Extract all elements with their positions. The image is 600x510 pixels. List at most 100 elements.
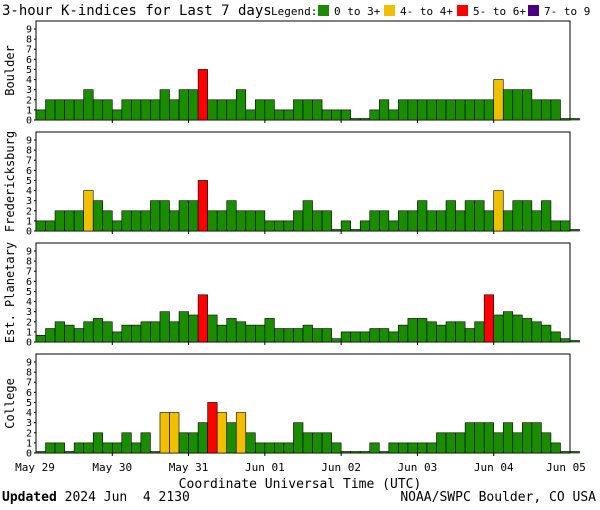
- bar: [35, 109, 46, 121]
- bar: [216, 99, 228, 121]
- bar: [569, 451, 580, 454]
- bar: [245, 109, 256, 121]
- bar: [331, 109, 342, 121]
- bar: [54, 210, 65, 232]
- bar: [321, 109, 332, 121]
- bar: [235, 321, 247, 343]
- bar: [45, 328, 56, 343]
- bar: [483, 422, 495, 454]
- bar: [455, 321, 466, 343]
- bar: [407, 318, 418, 343]
- x-axis: May 29 May 30 May 31 Jun 01 Jun 02 Jun 03 Jun …: [15, 461, 586, 474]
- bar: [264, 99, 275, 121]
- bar: [550, 220, 561, 232]
- bar: [541, 324, 552, 343]
- bar: [560, 118, 571, 121]
- bar: [111, 220, 123, 232]
- bar: [245, 324, 256, 343]
- bar: [378, 451, 390, 454]
- credit-text: NOAA/SWPC Boulder, CO USA: [400, 490, 596, 505]
- bar: [178, 89, 189, 121]
- bar: [531, 210, 542, 232]
- legend-entry: 0 to 3+: [334, 5, 381, 18]
- y-tick-label: 0: [26, 116, 32, 127]
- y-tick-label: 9: [26, 25, 32, 36]
- bar: [92, 99, 104, 121]
- y-tick-label: 1: [26, 105, 32, 116]
- bar: [560, 220, 571, 232]
- x-axis-label: Coordinate Universal Time (UTC): [179, 477, 422, 490]
- bar: [321, 432, 332, 454]
- bar: [150, 451, 161, 454]
- bar: [340, 109, 351, 121]
- bar: [226, 200, 237, 232]
- bar: [64, 210, 75, 232]
- bar: [474, 99, 485, 121]
- bar: [35, 451, 46, 454]
- bar: [83, 442, 94, 454]
- bar: [445, 99, 456, 121]
- bar: [255, 99, 266, 121]
- bar: [169, 321, 180, 343]
- bar: [550, 331, 561, 343]
- bar: [121, 324, 132, 343]
- bar: [350, 331, 361, 343]
- updated-line: Updated 2024 Jun 4 2130: [2, 490, 190, 505]
- legend-swatch: [528, 5, 539, 16]
- y-tick-label: 2: [26, 206, 32, 217]
- bar: [359, 118, 371, 121]
- bar: [426, 442, 437, 454]
- bar: [73, 328, 84, 343]
- updated-value: 2024 Jun 4 2130: [56, 490, 190, 505]
- y-tick-label: 8: [26, 146, 32, 157]
- bar: [140, 432, 151, 454]
- bar: [541, 432, 552, 454]
- k-index-chart: 3-hour K-indices for Last 7 days Legend:…: [2, 3, 590, 490]
- bar: [45, 220, 56, 232]
- bar: [207, 314, 218, 343]
- bar: [398, 99, 409, 121]
- bar: [436, 99, 447, 121]
- bar: [560, 451, 571, 454]
- panel-title: Est. Planetary: [3, 242, 17, 343]
- bar: [216, 324, 228, 343]
- bar: [522, 318, 533, 343]
- bar: [312, 432, 323, 454]
- bar: [445, 432, 456, 454]
- legend-label: Legend:: [271, 5, 317, 18]
- bar: [331, 442, 342, 454]
- bar: [235, 210, 247, 232]
- y-tick-label: 7: [26, 267, 32, 278]
- bar: [169, 412, 180, 454]
- bar: [550, 99, 561, 121]
- bar: [302, 432, 313, 454]
- bar: [255, 210, 266, 232]
- bar: [474, 321, 485, 343]
- y-tick-label: 5: [26, 287, 32, 298]
- bar: [73, 210, 84, 232]
- bar: [340, 451, 351, 454]
- bar: [512, 200, 523, 232]
- bar: [131, 99, 142, 121]
- bar: [45, 99, 56, 121]
- bar: [274, 328, 285, 343]
- y-tick-label: 0: [26, 338, 32, 349]
- bar: [417, 99, 428, 121]
- bar: [474, 200, 485, 232]
- bar: [102, 99, 113, 121]
- bar: [331, 338, 342, 343]
- y-tick-label: 5: [26, 398, 32, 409]
- bar: [235, 89, 247, 121]
- bar: [455, 99, 466, 121]
- bar: [464, 328, 475, 343]
- bar: [436, 432, 447, 454]
- y-tick-label: 7: [26, 378, 32, 389]
- x-tick-label: May 29: [15, 461, 55, 474]
- legend-swatch: [318, 5, 329, 16]
- panels: 0123456789Boulder0123456789Fredericksbur…: [3, 20, 580, 460]
- y-tick-label: 6: [26, 166, 32, 177]
- bar: [131, 324, 142, 343]
- bar: [216, 210, 228, 232]
